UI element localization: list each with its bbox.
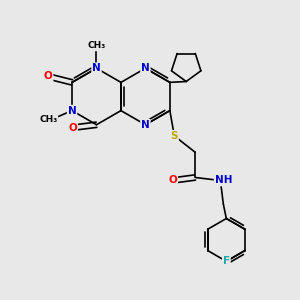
Text: O: O xyxy=(169,176,177,185)
Text: F: F xyxy=(223,256,230,266)
Text: N: N xyxy=(141,63,150,73)
Text: N: N xyxy=(68,106,76,116)
Text: O: O xyxy=(68,123,77,133)
Text: S: S xyxy=(171,131,178,141)
Text: O: O xyxy=(44,71,52,81)
Text: N: N xyxy=(92,63,101,73)
Text: CH₃: CH₃ xyxy=(87,41,106,50)
Text: NH: NH xyxy=(214,176,232,185)
Text: N: N xyxy=(141,120,150,130)
Text: CH₃: CH₃ xyxy=(39,115,57,124)
